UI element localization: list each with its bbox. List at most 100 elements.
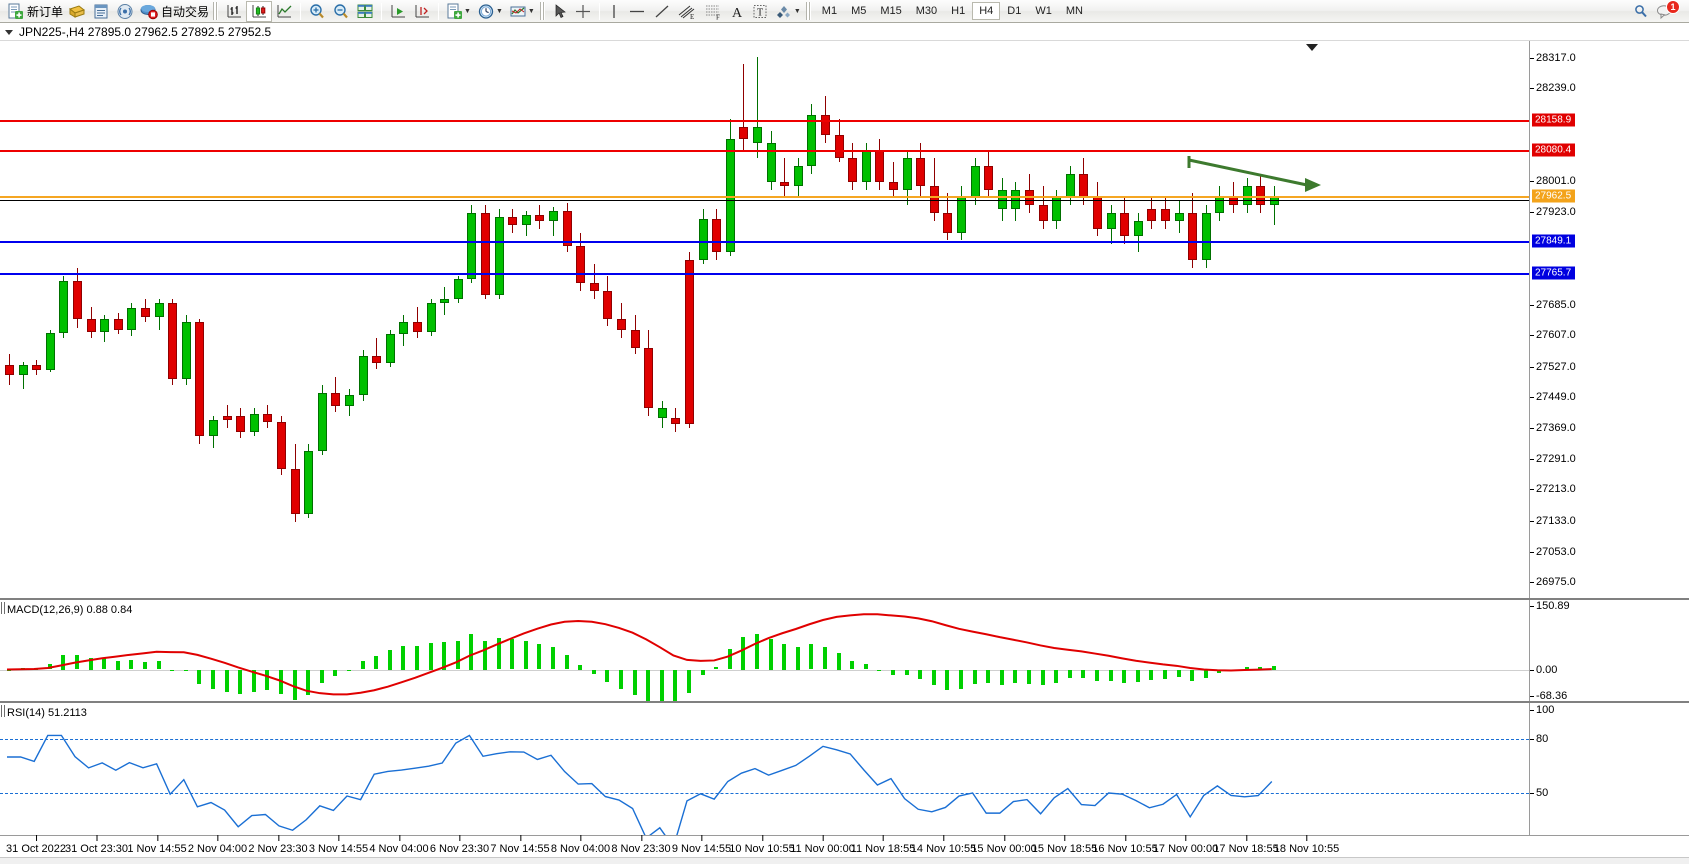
macd-histogram-bar xyxy=(251,669,256,692)
price-level-badge[interactable]: 28080.4 xyxy=(1532,143,1576,157)
cursor-button[interactable] xyxy=(549,1,571,22)
macd-histogram-bar xyxy=(931,669,936,685)
candlestick xyxy=(453,41,463,598)
toolbar-separator-3 xyxy=(438,2,440,20)
macd-histogram-bar xyxy=(999,669,1004,686)
candle-body xyxy=(413,322,422,333)
macd-histogram-bar xyxy=(224,669,229,692)
candlestick xyxy=(385,41,395,598)
candle-body xyxy=(780,181,790,186)
candle-body xyxy=(562,211,572,247)
price-level-line-current-ask[interactable] xyxy=(0,200,1529,202)
templates-chevron-down-icon[interactable]: ▼ xyxy=(527,7,535,15)
candle-body xyxy=(113,319,123,331)
price-level-badge[interactable]: 27962.5 xyxy=(1532,189,1576,203)
macd-pane-resize-handle[interactable] xyxy=(1,602,6,614)
tile-windows-button[interactable] xyxy=(353,1,377,22)
chart-menu-chevron-down-icon[interactable] xyxy=(5,29,13,35)
candle-body xyxy=(426,302,436,333)
toolbar-grip-3[interactable] xyxy=(805,2,811,20)
macd-indicator-pane[interactable] xyxy=(0,600,1529,701)
period-chevron-down-icon[interactable]: ▼ xyxy=(495,7,503,15)
candle-wick xyxy=(743,64,745,151)
candlestick-chart-button[interactable] xyxy=(246,0,273,22)
horizontal-line-button[interactable] xyxy=(624,1,650,22)
timeframe-m30[interactable]: M30 xyxy=(915,5,938,17)
macd-histogram-bar xyxy=(1258,667,1263,670)
macd-histogram-bar xyxy=(265,669,270,691)
rsi-line xyxy=(7,734,1273,849)
shapes-button[interactable]: ▼ xyxy=(772,1,804,22)
data-window-icon xyxy=(94,4,108,18)
macd-histogram-bar xyxy=(387,650,392,670)
text-button[interactable]: A xyxy=(726,1,748,22)
line-chart-button[interactable] xyxy=(272,1,296,22)
auto-trading-label: 自动交易 xyxy=(161,4,210,19)
candle-body xyxy=(317,392,327,452)
price-level-badge[interactable]: 28158.9 xyxy=(1532,113,1576,127)
timeframe-d1[interactable]: D1 xyxy=(1007,5,1022,17)
price-level-line-support[interactable] xyxy=(0,240,1529,243)
candlestick xyxy=(154,41,164,598)
candlestick xyxy=(957,41,966,598)
timeframe-h1[interactable]: H1 xyxy=(951,5,966,17)
shift-end-button[interactable] xyxy=(386,1,410,22)
zoom-out-button[interactable] xyxy=(329,1,353,22)
down-trend-arrow-annotation[interactable] xyxy=(1185,154,1325,204)
price-axis-scale[interactable]: 28317.0 28239.0 28158.9 28080.4 28001.0 27962… xyxy=(1529,41,1689,598)
price-level-line-resistance[interactable] xyxy=(0,150,1529,153)
timeframe-mn[interactable]: MN xyxy=(1065,5,1083,17)
svg-text:T: T xyxy=(757,7,763,18)
timeframe-m5[interactable]: M5 xyxy=(851,5,867,17)
search-button[interactable] xyxy=(1629,1,1653,22)
data-window-button[interactable] xyxy=(89,1,113,22)
timeframe-h4[interactable]: H4 xyxy=(972,2,1001,20)
candle-body xyxy=(861,150,871,182)
add-indicator-button[interactable]: ▼ xyxy=(443,1,474,22)
candlestick xyxy=(644,41,654,598)
signals-button[interactable] xyxy=(113,1,137,22)
candlestick xyxy=(181,41,191,598)
candlestick xyxy=(32,41,42,598)
toolbar-grip-2[interactable] xyxy=(539,2,545,20)
equidistant-channel-button[interactable]: E xyxy=(674,1,700,22)
wallet-button[interactable] xyxy=(65,1,89,22)
pane-separator-macd[interactable] xyxy=(0,598,1689,600)
candle-body xyxy=(753,126,762,143)
pane-separator-rsi[interactable] xyxy=(0,701,1689,703)
timeframe-w1[interactable]: W1 xyxy=(1035,5,1052,17)
toolbar-grip-1[interactable] xyxy=(213,2,219,20)
candlestick xyxy=(1188,41,1198,598)
auto-trading-button[interactable]: 自动交易 xyxy=(137,1,211,22)
price-chart-pane[interactable] xyxy=(0,41,1529,598)
auto-scroll-button[interactable] xyxy=(410,1,434,22)
crosshair-button[interactable] xyxy=(571,1,595,22)
bar-chart-button[interactable] xyxy=(222,1,246,22)
zoom-in-button[interactable] xyxy=(305,1,329,22)
text-label-button[interactable]: T xyxy=(748,1,772,22)
timeframe-m1[interactable]: M1 xyxy=(821,5,838,17)
price-level-line-current-bid[interactable] xyxy=(0,196,1529,199)
time-axis-tick: 16 Nov 10:55 xyxy=(1092,835,1158,855)
toolbar-separator-2 xyxy=(381,2,383,20)
period-button[interactable]: ▼ xyxy=(474,1,506,22)
price-level-badge[interactable]: 27765.7 xyxy=(1532,266,1576,280)
candle-body xyxy=(345,394,354,407)
candlestick xyxy=(317,41,327,598)
rsi-indicator-pane[interactable] xyxy=(0,703,1529,856)
rsi-pane-resize-handle[interactable] xyxy=(1,705,6,717)
shapes-chevron-down-icon[interactable]: ▼ xyxy=(793,7,801,15)
price-level-line-support[interactable] xyxy=(0,273,1529,276)
fibonacci-button[interactable]: F xyxy=(700,1,726,22)
vertical-line-button[interactable] xyxy=(604,1,624,22)
trendline-button[interactable] xyxy=(650,1,674,22)
price-level-badge[interactable]: 27849.1 xyxy=(1532,234,1576,248)
price-level-line-resistance[interactable] xyxy=(0,119,1529,122)
candlestick xyxy=(861,41,871,598)
templates-button[interactable]: ▼ xyxy=(506,1,538,22)
notifications-button[interactable]: 1 xyxy=(1653,0,1680,22)
add-indicator-chevron-down-icon[interactable]: ▼ xyxy=(464,7,471,15)
new-order-button[interactable]: 新订单 xyxy=(4,1,65,22)
candlestick-icon xyxy=(252,4,267,17)
timeframe-m15[interactable]: M15 xyxy=(880,5,902,17)
